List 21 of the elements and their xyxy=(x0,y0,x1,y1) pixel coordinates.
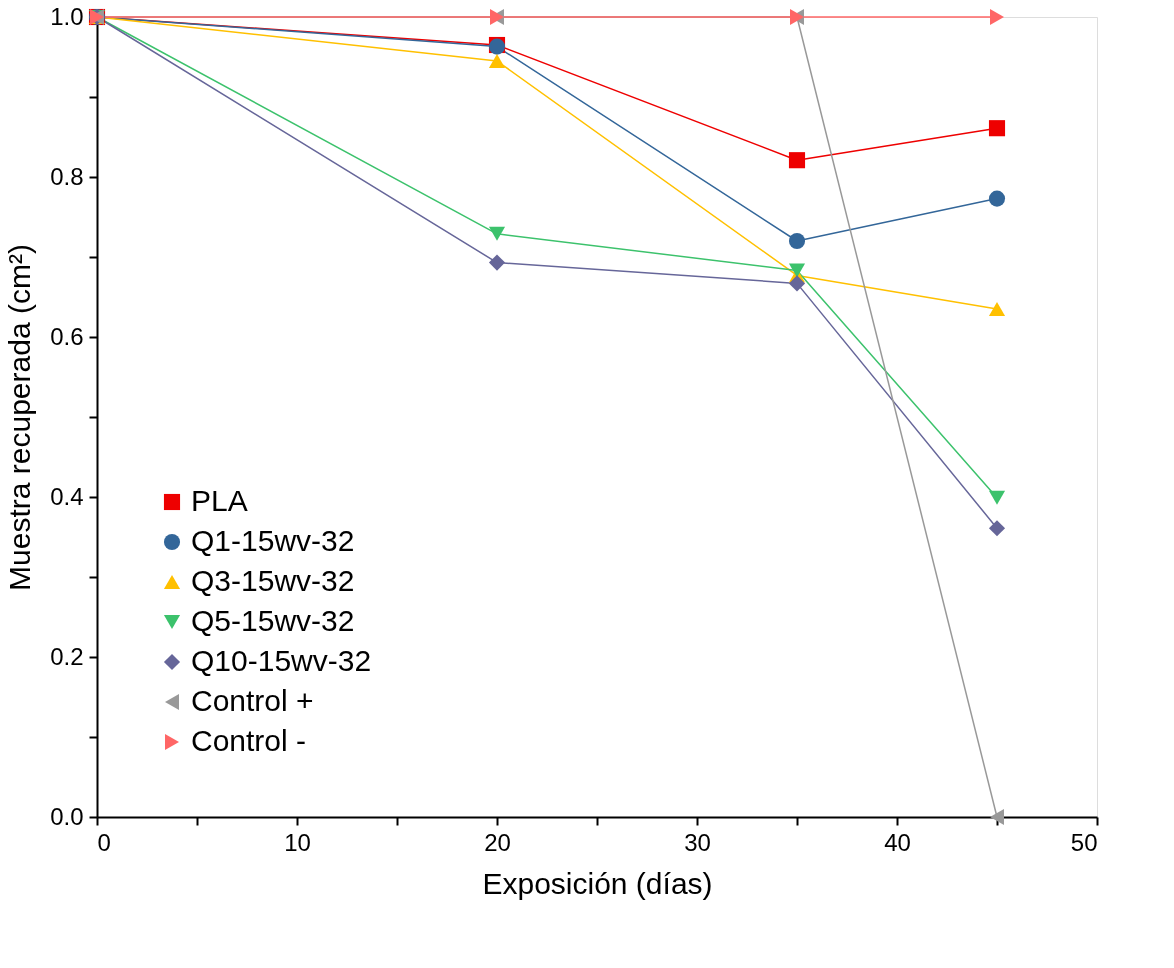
y-tick-label: 0.0 xyxy=(50,802,84,830)
legend-label: PLA xyxy=(191,484,248,517)
y-tick-label: 1.0 xyxy=(50,2,84,30)
y-tick-label: 0.8 xyxy=(50,162,84,190)
x-axis-title: Exposición (días) xyxy=(482,866,713,900)
legend-label: Control - xyxy=(191,724,307,757)
legend-label: Control + xyxy=(191,684,314,717)
y-axis-title: Muestra recuperada (cm²) xyxy=(3,244,37,591)
y-tick-label: 0.2 xyxy=(50,642,84,670)
x-tick-label: 50 xyxy=(1070,828,1098,856)
x-tick-label: 40 xyxy=(884,828,911,856)
y-tick-label: 0.4 xyxy=(50,482,84,510)
legend-label: Q5-15wv-32 xyxy=(191,604,355,637)
x-tick-label: 20 xyxy=(484,828,511,856)
x-tick-label: 30 xyxy=(684,828,711,856)
x-tick-label: 10 xyxy=(284,828,311,856)
legend-label: Q3-15wv-32 xyxy=(191,564,355,597)
y-tick-label: 0.6 xyxy=(50,322,84,350)
legend-label: Q1-15wv-32 xyxy=(191,524,355,557)
x-tick-label: 0 xyxy=(97,828,111,856)
legend-label: Q10-15wv-32 xyxy=(191,644,372,677)
